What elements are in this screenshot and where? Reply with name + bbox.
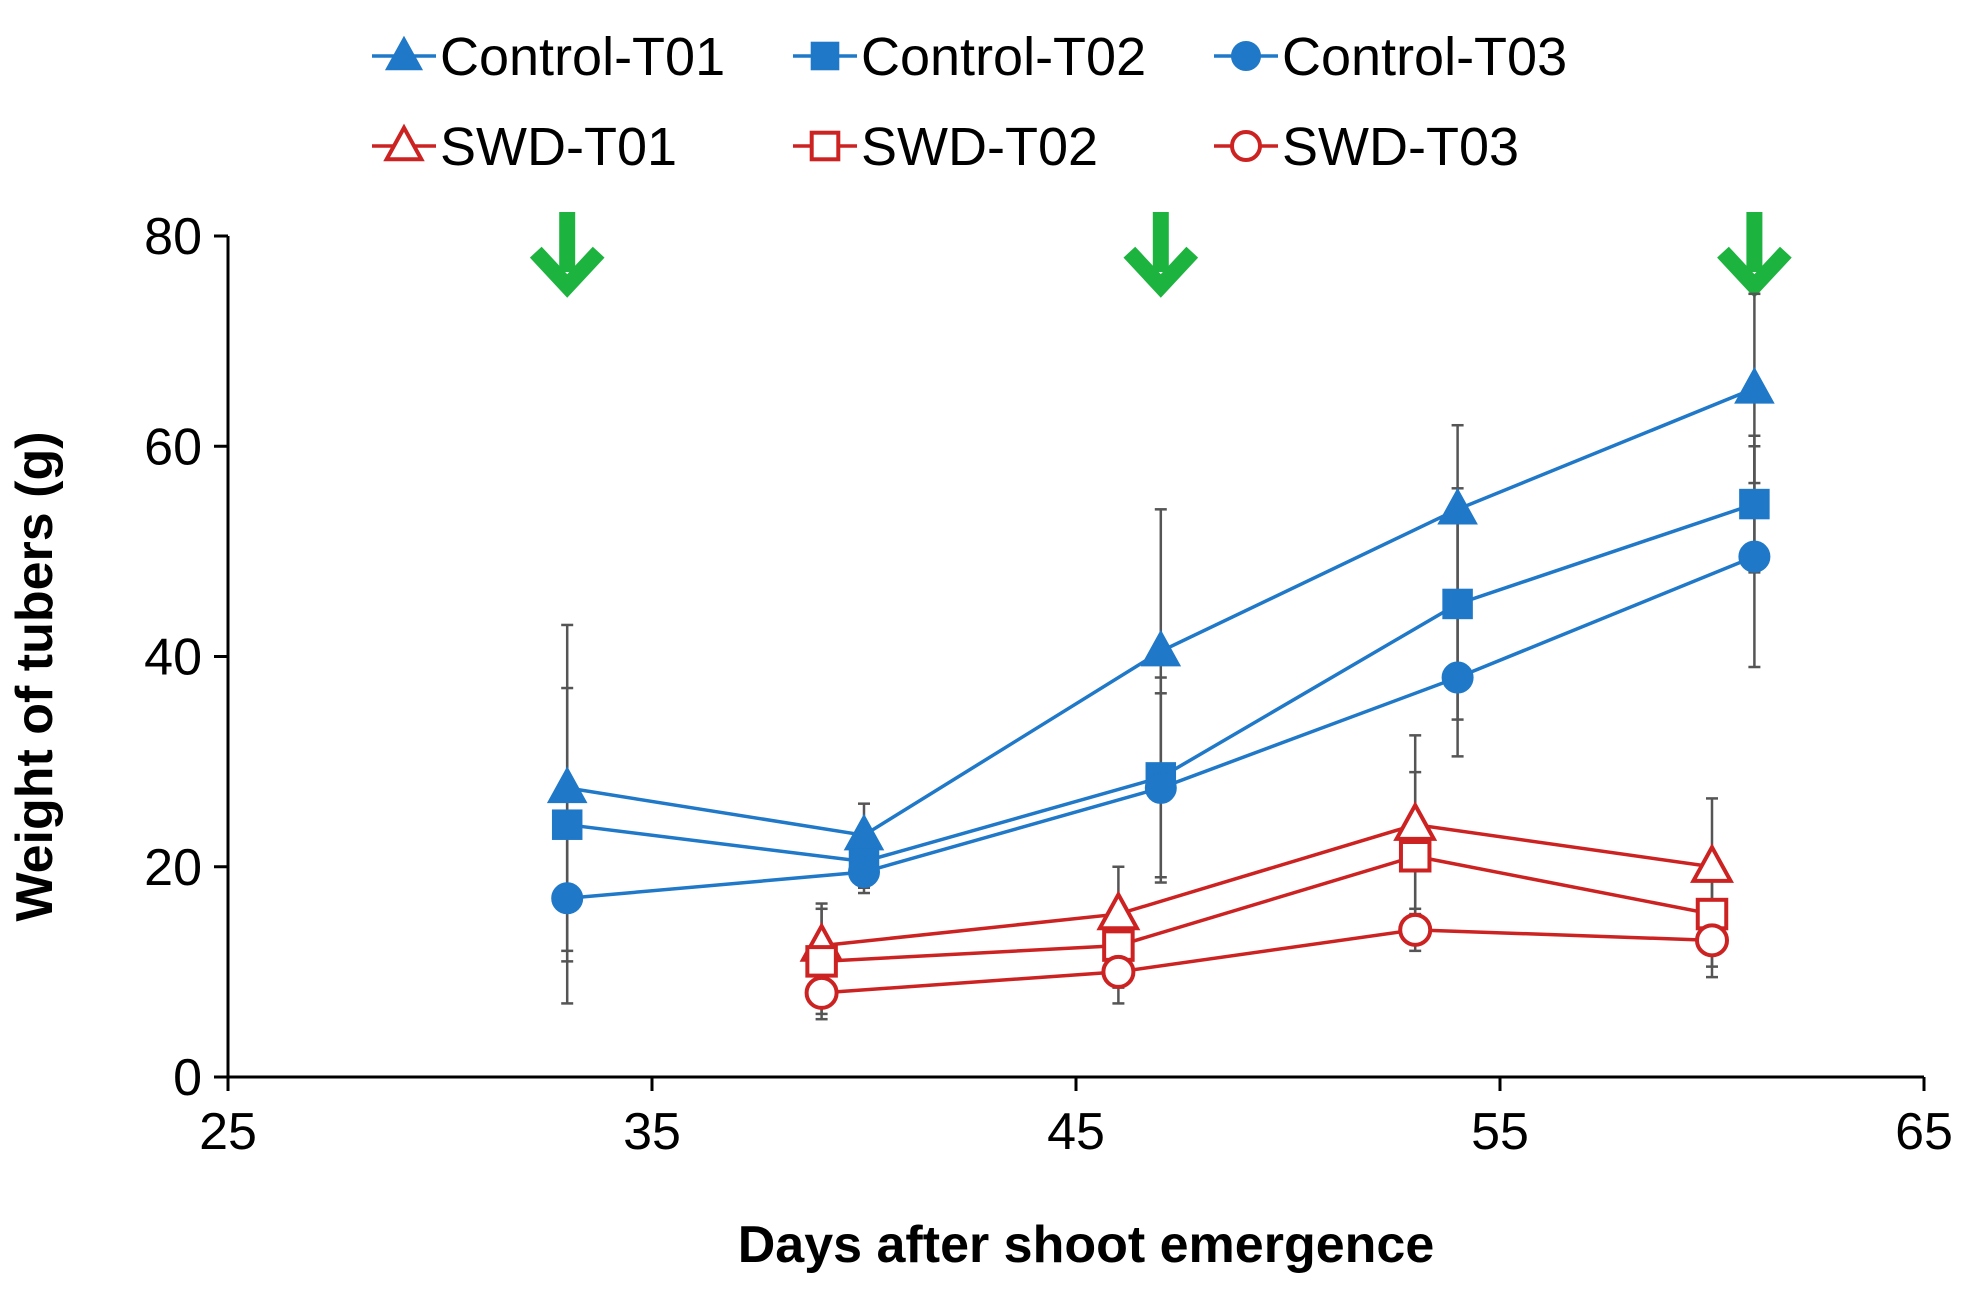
x-tick-label-65: 65	[1895, 1103, 1953, 1161]
legend-label: Control-T03	[1282, 27, 1567, 87]
series-swd-t02	[805, 839, 1729, 978]
legend-marker	[809, 130, 841, 162]
x-tick-label-45: 45	[1047, 1103, 1105, 1161]
legend-item: SWD-T01	[372, 117, 677, 177]
arrow-head	[529, 246, 605, 298]
data-point	[1441, 661, 1474, 694]
series-swd-t03	[804, 912, 1729, 1010]
y-tick-label-20: 20	[144, 839, 202, 897]
series-line	[821, 854, 1713, 964]
down-arrow-icon	[1123, 212, 1199, 298]
y-tick-label-80: 80	[144, 208, 202, 266]
x-axis-title: Days after shoot emergence	[738, 1216, 1435, 1274]
data-point	[1101, 954, 1136, 989]
data-point	[1144, 771, 1177, 804]
series-control-t03	[551, 540, 1771, 915]
series	[546, 292, 1775, 1021]
legend-item: Control-T02	[793, 27, 1146, 87]
axes	[226, 236, 1924, 1079]
data-point	[1398, 839, 1432, 873]
data-point	[1393, 801, 1438, 841]
legend-item: SWD-T02	[793, 117, 1098, 177]
down-arrow-icon	[529, 212, 605, 298]
data-point	[1437, 487, 1478, 525]
data-point	[1695, 923, 1729, 958]
x-tick-label-25: 25	[199, 1103, 257, 1161]
legend-item: SWD-T03	[1214, 117, 1519, 177]
legend-label: SWD-T03	[1282, 117, 1519, 177]
legend-item: Control-T03	[1214, 27, 1567, 87]
data-point	[1690, 843, 1734, 883]
data-point	[1398, 912, 1433, 947]
legend-marker	[383, 123, 425, 162]
data-point	[1140, 629, 1182, 667]
data-point	[546, 766, 588, 804]
data-point	[848, 856, 880, 889]
data-point	[551, 882, 584, 915]
legend-marker	[384, 35, 424, 71]
y-tick-label-0: 0	[173, 1049, 202, 1107]
series-line	[821, 928, 1713, 995]
arrow-head	[1123, 246, 1199, 298]
series-control-t01	[546, 366, 1775, 851]
data-point	[1096, 890, 1141, 931]
legend-item: Control-T01	[372, 27, 725, 87]
data-point	[1739, 488, 1770, 520]
down-arrow-icon	[1717, 212, 1792, 298]
series-line	[821, 822, 1713, 948]
data-point	[551, 809, 583, 840]
data-point	[1738, 540, 1771, 573]
legend-marker	[1231, 41, 1261, 71]
tick-marks: 0 20 40 60 80 25 35 45 55 65	[144, 208, 1953, 1161]
annotation-arrows	[529, 212, 1792, 298]
legend-label: SWD-T02	[861, 117, 1098, 177]
data-point	[804, 975, 839, 1010]
data-point	[805, 945, 838, 978]
y-axis-title: Weight of tubers (g)	[6, 431, 64, 921]
data-point	[1442, 588, 1473, 620]
legend-marker	[1230, 130, 1262, 162]
legend-label: Control-T01	[440, 27, 725, 87]
legend-marker	[810, 41, 840, 71]
legend-label: Control-T02	[861, 27, 1146, 87]
legend: Control-T01 Control-T02 Control-T03 SWD-T01…	[372, 27, 1567, 177]
arrow-head	[1717, 246, 1792, 298]
x-tick-label-55: 55	[1471, 1103, 1529, 1161]
y-tick-label-40: 40	[144, 629, 202, 687]
x-tick-label-35: 35	[623, 1103, 681, 1161]
y-tick-label-60: 60	[144, 418, 202, 476]
data-point	[1734, 366, 1775, 404]
legend-label: SWD-T01	[440, 117, 677, 177]
